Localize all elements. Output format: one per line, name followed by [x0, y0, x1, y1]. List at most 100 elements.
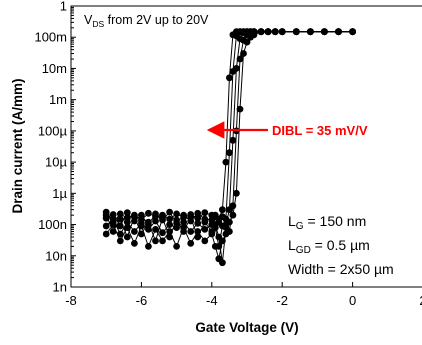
- data-point: [166, 208, 174, 216]
- data-point: [145, 218, 152, 226]
- data-point: [159, 229, 166, 237]
- data-point: [233, 189, 240, 197]
- y-tick-label: 100m: [34, 30, 67, 45]
- data-point: [292, 28, 300, 36]
- data-point: [109, 215, 117, 223]
- data-point: [219, 259, 226, 267]
- x-tick-label: -8: [65, 293, 77, 308]
- data-point: [116, 237, 124, 245]
- width-annotation: Width = 2x50 µm: [288, 261, 394, 277]
- lg-subscript: G: [296, 221, 304, 232]
- data-point: [219, 206, 226, 214]
- data-point: [123, 224, 131, 232]
- data-point: [201, 218, 209, 226]
- data-point: [194, 233, 202, 241]
- data-point: [131, 213, 138, 221]
- data-point: [278, 28, 286, 36]
- data-point: [194, 219, 202, 227]
- data-point: [116, 230, 124, 238]
- data-point: [102, 211, 110, 219]
- data-point: [173, 243, 181, 250]
- y-tick-label: 10m: [42, 61, 67, 76]
- data-point: [102, 230, 110, 238]
- data-point: [215, 233, 223, 241]
- data-point: [187, 214, 195, 221]
- data-point: [321, 28, 328, 36]
- data-point: [123, 218, 131, 226]
- y-tick-label: 100n: [38, 217, 67, 232]
- data-point: [152, 237, 159, 245]
- data-point: [159, 214, 166, 222]
- data-point: [138, 211, 145, 219]
- data-point: [152, 217, 159, 225]
- plot-frame: [70, 5, 422, 288]
- lgd-value: = 0.5 µm: [311, 237, 370, 253]
- data-point: [222, 158, 230, 166]
- data-point: [211, 211, 219, 219]
- data-point: [240, 50, 247, 57]
- data-point: [211, 243, 219, 250]
- y-tick-label: 10n: [45, 248, 67, 263]
- data-point: [138, 230, 145, 238]
- x-tick-label: -4: [206, 293, 218, 308]
- data-point: [194, 209, 202, 217]
- axis-ticks-layer: -8 -6 -4 -2 0 2 1n 10n 100n 1µ 10µ 100µ 1m 10m 100m 1: [34, 0, 422, 308]
- data-point: [166, 233, 174, 241]
- lgd-symbol: L: [288, 237, 296, 253]
- data-point: [102, 222, 110, 230]
- series-5: [102, 28, 356, 267]
- y-axis-title: Drain current (A/mm): [10, 78, 25, 213]
- data-point: [131, 228, 138, 235]
- x-tick-label: -2: [276, 293, 288, 308]
- data-point: [257, 28, 265, 36]
- data-point: [159, 237, 166, 245]
- vds-annotation: VDS from 2V up to 20V: [84, 13, 209, 29]
- data-point: [145, 209, 152, 217]
- data-point: [233, 65, 240, 72]
- lg-value: = 150 nm: [304, 213, 367, 229]
- y-tick-label: 1m: [49, 92, 67, 107]
- lg-symbol: L: [288, 213, 296, 229]
- data-point: [173, 216, 181, 224]
- data-point: [194, 214, 202, 222]
- y-tick-label: 1µ: [52, 186, 67, 201]
- y-tick-label: 1: [60, 0, 67, 14]
- data-point: [180, 228, 188, 235]
- data-point: [116, 215, 124, 223]
- data-point: [187, 228, 195, 235]
- data-point: [201, 237, 209, 245]
- y-tick-label: 10µ: [45, 155, 67, 170]
- data-point: [131, 240, 138, 247]
- data-point: [180, 211, 188, 219]
- data-point: [201, 209, 209, 217]
- data-point: [349, 28, 356, 36]
- data-point: [226, 149, 233, 157]
- data-point: [222, 224, 230, 232]
- data-point: [138, 222, 145, 230]
- y-tick-label: 100µ: [38, 123, 68, 138]
- data-point: [211, 221, 219, 229]
- data-point: [173, 210, 181, 218]
- data-point: [226, 74, 233, 82]
- data-point: [152, 226, 159, 233]
- data-point: [109, 228, 117, 235]
- data-point: [229, 136, 237, 144]
- y-tick-label: 1n: [53, 280, 67, 295]
- data-point: [264, 28, 272, 36]
- data-point: [166, 215, 174, 223]
- data-point: [243, 38, 251, 46]
- vds-subscript: DS: [92, 19, 104, 29]
- data-point: [187, 240, 195, 247]
- x-tick-label: 0: [349, 293, 356, 308]
- data-point: [201, 226, 209, 233]
- data-point: [229, 211, 237, 219]
- data-point: [236, 55, 244, 63]
- data-point: [250, 31, 258, 39]
- data-point: [335, 28, 342, 36]
- vds-range-text: from 2V up to 20V: [104, 13, 209, 27]
- x-tick-label: -6: [136, 293, 148, 308]
- data-point: [307, 28, 314, 36]
- lgd-subscript: GD: [296, 245, 311, 256]
- gate-drain-length-annotation: LGD = 0.5 µm: [288, 237, 370, 256]
